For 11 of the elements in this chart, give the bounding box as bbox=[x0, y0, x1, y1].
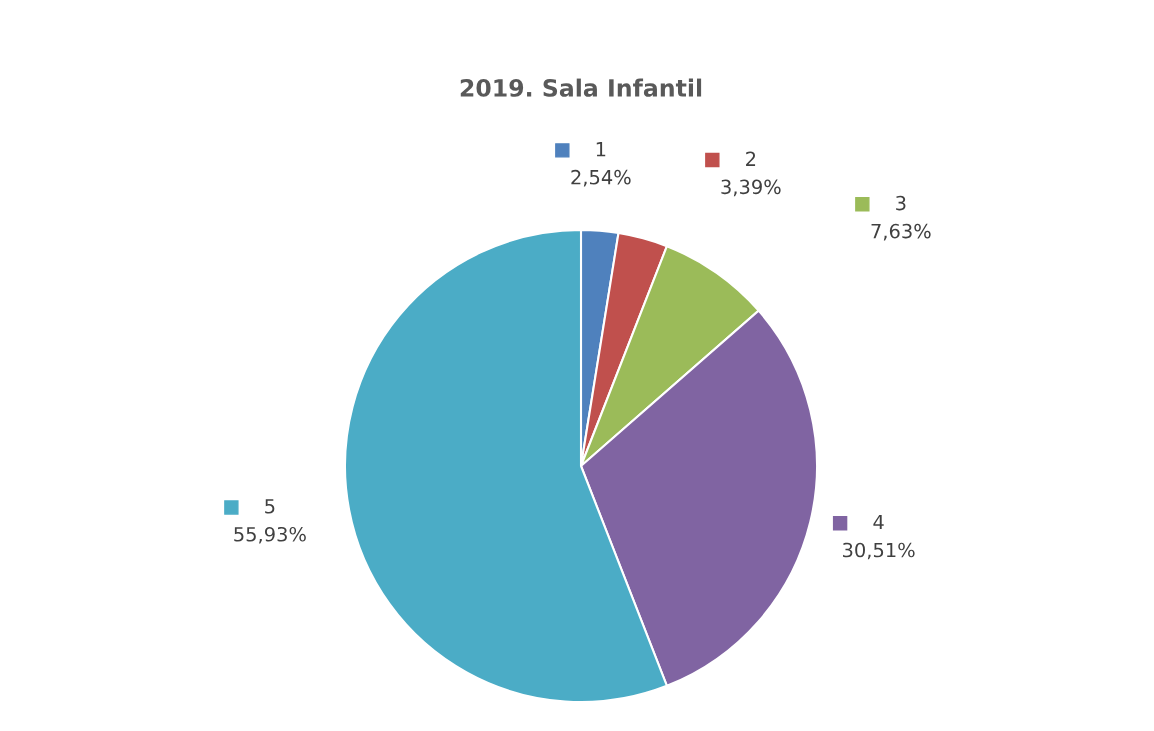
legend-label: 3 bbox=[896, 195, 906, 211]
data-label: 3,39% bbox=[721, 179, 781, 197]
data-label: 55,93% bbox=[234, 526, 306, 544]
chart-title: 2019. Sala Infantil bbox=[460, 78, 702, 97]
legend-label: 4 bbox=[873, 514, 884, 530]
data-label: 2,54% bbox=[571, 169, 631, 187]
data-label: 7,63% bbox=[871, 223, 931, 241]
legend-label: 2 bbox=[746, 151, 756, 166]
data-label: 30,51% bbox=[843, 542, 915, 560]
legend-label: 5 bbox=[265, 499, 275, 514]
legend-label: 1 bbox=[596, 142, 606, 157]
